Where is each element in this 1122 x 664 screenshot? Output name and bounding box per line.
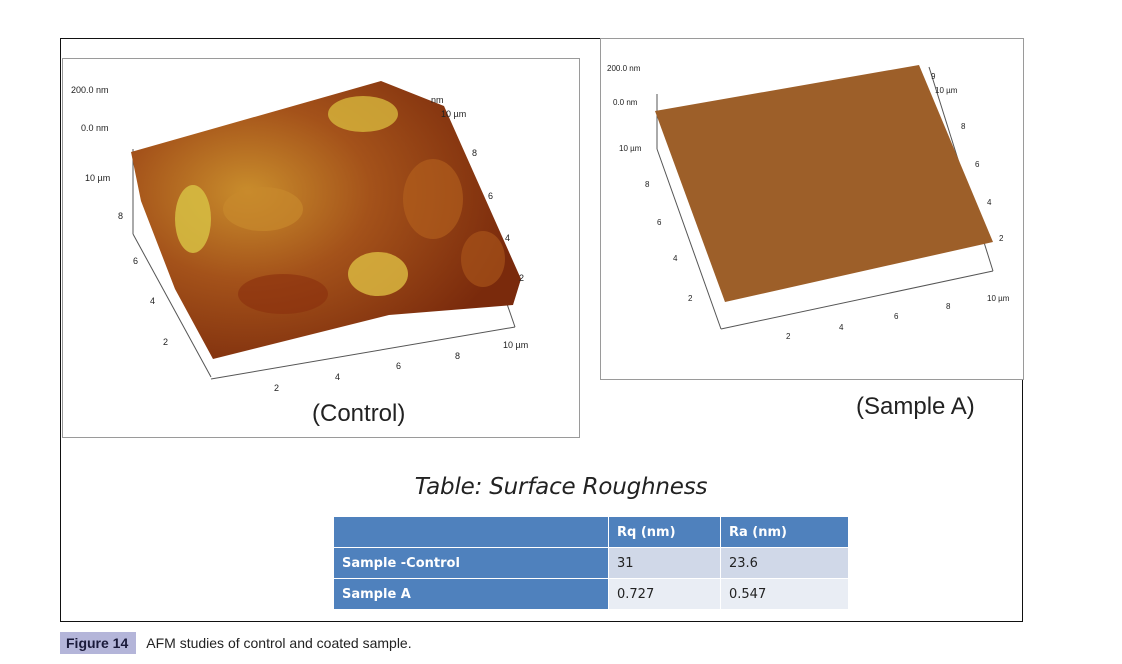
front-tick-sample-a: 2 — [786, 332, 791, 341]
z-zero-label-control: 0.0 nm — [81, 123, 109, 133]
afm-surface-control-image: 200.0 nm 0.0 nm nm 10 µm 10 µm 8 6 4 2 2… — [71, 81, 528, 393]
left-tick-control: 6 — [133, 256, 138, 266]
table-header-cell: Rq (nm) — [608, 516, 721, 548]
figure-label: Figure 14 — [60, 632, 137, 654]
panel-caption-control: (Control) — [312, 400, 406, 427]
right-tick-control: 8 — [472, 148, 477, 158]
table-row: Sample -Control 31 23.6 — [333, 547, 849, 579]
z-top-partial-control: nm — [431, 95, 444, 105]
left-tick-control: 8 — [118, 211, 123, 221]
left-tick-control: 2 — [163, 337, 168, 347]
front-tick-control: 4 — [335, 372, 340, 382]
figure-caption: Figure 14 AFM studies of control and coa… — [60, 632, 412, 654]
front-tick-control: 6 — [396, 361, 401, 371]
z-top-label-sample-a: 200.0 nm — [607, 64, 641, 73]
z-top-partial-sample-a: 9 — [931, 72, 936, 81]
left-axis-line-control — [132, 233, 212, 378]
table-header-cell — [333, 516, 609, 548]
left-tick-control: 4 — [150, 296, 155, 306]
panel-caption-sample-a: (Sample A) — [856, 393, 975, 420]
right-tick-sample-a: 2 — [999, 234, 1004, 243]
right-end-label-control: 10 µm — [441, 109, 466, 119]
right-tick-sample-a: 4 — [987, 198, 992, 207]
left-tick-sample-a: 4 — [673, 254, 678, 263]
front-tick-sample-a: 6 — [894, 312, 899, 321]
left-tick-sample-a: 6 — [657, 218, 662, 227]
afm-surface-control — [131, 81, 521, 359]
left-axis-line-sample-a — [656, 148, 722, 330]
front-axis-line-sample-a — [720, 270, 994, 330]
right-tick-control: 2 — [519, 273, 524, 283]
front-tick-sample-a: 8 — [946, 302, 951, 311]
ra-value: 23.6 — [720, 547, 849, 579]
front-end-label-sample-a: 10 µm — [987, 294, 1010, 303]
right-tick-control: 6 — [488, 191, 493, 201]
row-label: Sample A — [333, 578, 609, 610]
right-tick-sample-a: 8 — [961, 122, 966, 131]
z-top-label-control: 200.0 nm — [71, 85, 109, 95]
figure-caption-text: AFM studies of control and coated sample… — [146, 635, 412, 651]
surface-roughness-table: Rq (nm) Ra (nm) Sample -Control 31 23.6 … — [333, 516, 849, 610]
afm-surface-sample-a — [655, 65, 993, 302]
table-header-row: Rq (nm) Ra (nm) — [333, 516, 849, 548]
front-tick-sample-a: 4 — [839, 323, 844, 332]
left-tick-sample-a: 2 — [688, 294, 693, 303]
ra-value: 0.547 — [720, 578, 849, 610]
left-tick-sample-a: 8 — [645, 180, 650, 189]
rq-value: 0.727 — [608, 578, 721, 610]
afm-surface-sample-a-image: 200.0 nm 0.0 nm 9 10 µm 10 µm 8 6 4 2 2 … — [607, 64, 1010, 341]
rq-value: 31 — [608, 547, 721, 579]
right-tick-control: 4 — [505, 233, 510, 243]
front-end-label-control: 10 µm — [503, 340, 528, 350]
table-row: Sample A 0.727 0.547 — [333, 578, 849, 610]
table-header-cell: Ra (nm) — [720, 516, 849, 548]
left-axis-end-sample-a: 10 µm — [619, 144, 642, 153]
right-end-label-sample-a: 10 µm — [935, 86, 958, 95]
front-tick-control: 8 — [455, 351, 460, 361]
front-axis-line-control — [210, 326, 516, 380]
afm-panel-control: 200.0 nm 0.0 nm nm 10 µm 10 µm 8 6 4 2 2… — [62, 58, 580, 438]
table-title: Table: Surface Roughness — [414, 474, 708, 500]
front-tick-control: 2 — [274, 383, 279, 393]
right-tick-sample-a: 6 — [975, 160, 980, 169]
row-label: Sample -Control — [333, 547, 609, 579]
z-zero-label-sample-a: 0.0 nm — [613, 98, 638, 107]
left-axis-end-control: 10 µm — [85, 173, 110, 183]
afm-panel-sample-a: 200.0 nm 0.0 nm 9 10 µm 10 µm 8 6 4 2 2 … — [600, 38, 1024, 380]
